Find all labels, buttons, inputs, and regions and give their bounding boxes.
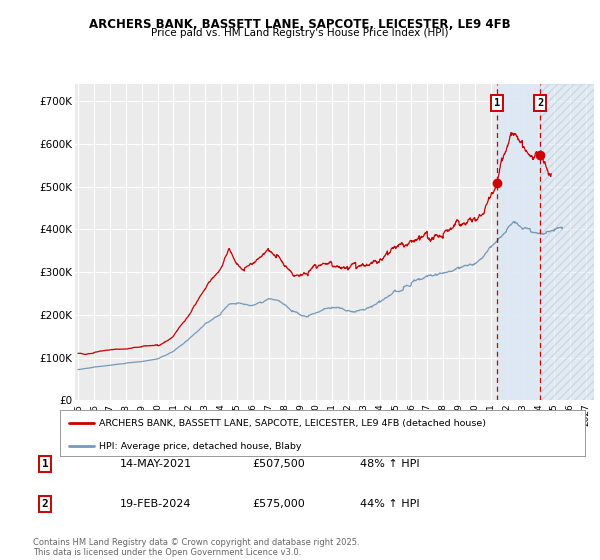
Bar <box>541 84 594 400</box>
Text: 1: 1 <box>494 98 500 108</box>
Text: 2: 2 <box>537 98 544 108</box>
Text: ARCHERS BANK, BASSETT LANE, SAPCOTE, LEICESTER, LE9 4FB: ARCHERS BANK, BASSETT LANE, SAPCOTE, LEI… <box>89 18 511 31</box>
Text: 2: 2 <box>41 499 49 509</box>
Text: HPI: Average price, detached house, Blaby: HPI: Average price, detached house, Blab… <box>100 442 302 451</box>
Text: £507,500: £507,500 <box>252 459 305 469</box>
Text: 1: 1 <box>41 459 49 469</box>
Text: 19-FEB-2024: 19-FEB-2024 <box>120 499 191 509</box>
Bar <box>497 84 541 400</box>
Text: Price paid vs. HM Land Registry's House Price Index (HPI): Price paid vs. HM Land Registry's House … <box>151 28 449 38</box>
Text: 44% ↑ HPI: 44% ↑ HPI <box>360 499 419 509</box>
Text: 14-MAY-2021: 14-MAY-2021 <box>120 459 192 469</box>
Text: Contains HM Land Registry data © Crown copyright and database right 2025.
This d: Contains HM Land Registry data © Crown c… <box>33 538 359 557</box>
Text: £575,000: £575,000 <box>252 499 305 509</box>
Text: ARCHERS BANK, BASSETT LANE, SAPCOTE, LEICESTER, LE9 4FB (detached house): ARCHERS BANK, BASSETT LANE, SAPCOTE, LEI… <box>100 419 487 428</box>
Text: 48% ↑ HPI: 48% ↑ HPI <box>360 459 419 469</box>
